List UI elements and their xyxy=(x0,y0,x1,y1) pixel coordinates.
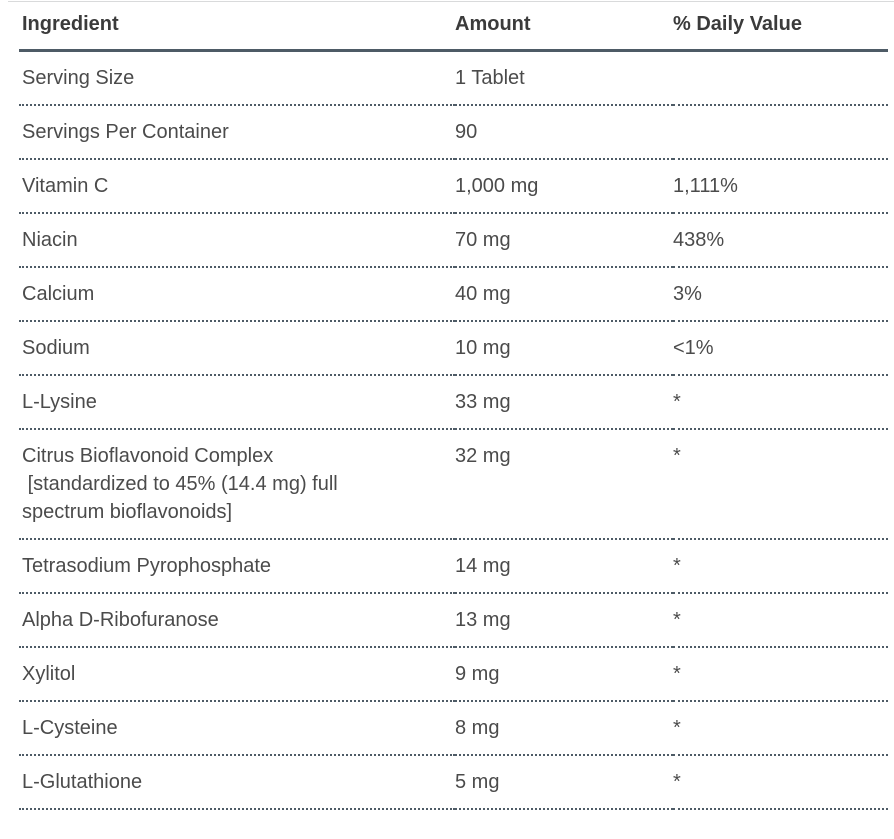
table-row: Serving Size 1 Tablet xyxy=(19,50,888,106)
ingredient-cell: Serving Size xyxy=(19,50,455,106)
ingredient-cell: Tetrasodium Pyrophosphate xyxy=(19,539,455,594)
daily-value-cell: * xyxy=(673,429,888,540)
ingredient-cell: Servings Per Container xyxy=(19,105,455,160)
daily-value-cell: 438% xyxy=(673,213,888,268)
column-header-daily-value: % Daily Value xyxy=(673,1,888,52)
daily-value-cell xyxy=(673,50,888,106)
amount-cell: 1,000 mg xyxy=(455,159,673,214)
table-row: Tetrasodium Pyrophosphate 14 mg * xyxy=(19,539,888,594)
table-row: Calcium 40 mg 3% xyxy=(19,267,888,322)
table-row: Niacin 70 mg 438% xyxy=(19,213,888,268)
daily-value-cell: * xyxy=(673,701,888,756)
amount-cell: 70 mg xyxy=(455,213,673,268)
ingredient-cell: Citrus Bioflavonoid Complex [standardize… xyxy=(19,429,455,540)
ingredient-cell: Vitamin C xyxy=(19,159,455,214)
table-row: Alpha D-Ribofuranose 13 mg * xyxy=(19,593,888,648)
top-divider xyxy=(8,1,894,2)
table-row: Sodium 10 mg <1% xyxy=(19,321,888,376)
table-row: L-Lysine 33 mg * xyxy=(19,375,888,430)
amount-cell: 13 mg xyxy=(455,593,673,648)
daily-value-cell: * xyxy=(673,755,888,810)
daily-value-cell: <1% xyxy=(673,321,888,376)
amount-cell: 9 mg xyxy=(455,647,673,702)
ingredient-cell: Niacin xyxy=(19,213,455,268)
table-row: L-Cysteine 8 mg * xyxy=(19,701,888,756)
supplement-facts-table: Ingredient Amount % Daily Value Serving … xyxy=(19,1,888,810)
table-row: Xylitol 9 mg * xyxy=(19,647,888,702)
amount-cell: 40 mg xyxy=(455,267,673,322)
ingredient-cell: L-Glutathione xyxy=(19,755,455,810)
table-row: Citrus Bioflavonoid Complex [standardize… xyxy=(19,429,888,540)
daily-value-cell: * xyxy=(673,539,888,594)
daily-value-cell xyxy=(673,105,888,160)
table-row: Vitamin C 1,000 mg 1,111% xyxy=(19,159,888,214)
header-row: Ingredient Amount % Daily Value xyxy=(19,1,888,52)
ingredient-cell: Alpha D-Ribofuranose xyxy=(19,593,455,648)
amount-cell: 10 mg xyxy=(455,321,673,376)
daily-value-cell: * xyxy=(673,375,888,430)
amount-cell: 5 mg xyxy=(455,755,673,810)
ingredient-cell: Xylitol xyxy=(19,647,455,702)
daily-value-cell: 3% xyxy=(673,267,888,322)
column-header-amount: Amount xyxy=(455,1,673,52)
amount-cell: 33 mg xyxy=(455,375,673,430)
ingredient-cell: Calcium xyxy=(19,267,455,322)
amount-cell: 90 xyxy=(455,105,673,160)
amount-cell: 14 mg xyxy=(455,539,673,594)
ingredient-cell: L-Lysine xyxy=(19,375,455,430)
table-row: L-Glutathione 5 mg * xyxy=(19,755,888,810)
amount-cell: 8 mg xyxy=(455,701,673,756)
daily-value-cell: 1,111% xyxy=(673,159,888,214)
amount-cell: 1 Tablet xyxy=(455,50,673,106)
column-header-ingredient: Ingredient xyxy=(19,1,455,52)
daily-value-cell: * xyxy=(673,647,888,702)
daily-value-cell: * xyxy=(673,593,888,648)
ingredient-cell: Sodium xyxy=(19,321,455,376)
ingredient-cell: L-Cysteine xyxy=(19,701,455,756)
amount-cell: 32 mg xyxy=(455,429,673,540)
table-row: Servings Per Container 90 xyxy=(19,105,888,160)
